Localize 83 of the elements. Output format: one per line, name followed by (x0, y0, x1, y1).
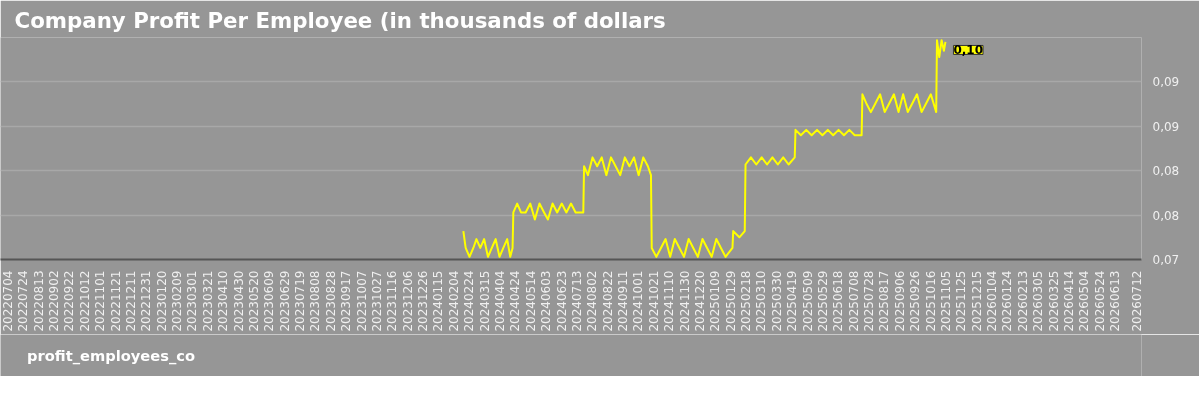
x-tick-label: 20230828 (323, 270, 338, 332)
x-tick-label: 20240514 (523, 270, 538, 332)
x-tick-label: 20240713 (569, 270, 584, 332)
x-tick-label: 20251215 (969, 270, 984, 332)
x-tick-label: 20260325 (1046, 270, 1061, 332)
x-tick-label: 20220922 (62, 270, 77, 332)
x-tick-label: 20220813 (31, 270, 46, 332)
x-tick-label: 20260104 (985, 270, 1000, 332)
x-tick-label: 20230321 (200, 270, 215, 332)
x-tick-label: 20241001 (631, 270, 646, 332)
x-tick-label: 20260712 (1130, 270, 1145, 332)
x-tick-label: 20240224 (462, 270, 477, 332)
x-tick-label: 20240911 (616, 270, 631, 332)
annotation: 0,10 (953, 43, 984, 58)
line-series (462, 39, 947, 258)
x-tick-label: 20231206 (400, 270, 415, 332)
x-tick-label: 20250708 (846, 270, 861, 332)
x-tick-label: 20221101 (93, 270, 108, 332)
x-tick-label: 20260414 (1061, 270, 1076, 332)
x-tick-label: 20231116 (385, 270, 400, 332)
x-tick-label: 20220902 (47, 270, 62, 332)
x-tick-label: 20230808 (308, 270, 323, 332)
x-tick-label: 20221121 (108, 270, 123, 332)
x-tick-label: 20241110 (662, 270, 677, 332)
x-tick-label: 20221211 (123, 270, 138, 332)
x-tick-label: 20250330 (769, 270, 784, 332)
x-tick-label: 20230629 (277, 270, 292, 332)
x-tick-label: 20250310 (754, 270, 769, 332)
x-tick-label: 20231007 (354, 270, 369, 332)
x-tick-label: 20240802 (585, 270, 600, 332)
x-tick-label: 20250618 (831, 270, 846, 332)
x-tick-label: 20230917 (339, 270, 354, 332)
x-tick-label: 20241130 (677, 270, 692, 332)
x-tick-label: 20230430 (231, 270, 246, 332)
x-tick-label: 20250109 (708, 270, 723, 332)
x-tick-label: 20250218 (739, 270, 754, 332)
x-tick-label: 20250509 (800, 270, 815, 332)
x-tick-label: 20240603 (539, 270, 554, 332)
x-tick-label: 20240115 (431, 270, 446, 332)
x-tick-label: 20250728 (862, 270, 877, 332)
x-tick-label: 20230520 (246, 270, 261, 332)
x-tick-label: 20250906 (892, 270, 907, 332)
chart-title: Company Profit Per Employee (in thousands of dollars (14, 7, 666, 33)
x-tick-label: 20250926 (908, 270, 923, 332)
x-tick-label: 20240424 (508, 270, 523, 332)
x-tick-label: 20260305 (1031, 270, 1046, 332)
x-tick-label: 20240315 (477, 270, 492, 332)
x-tick-label: 20251105 (938, 270, 953, 332)
x-tick-label: 20251016 (923, 270, 938, 332)
x-tick-label: 20240822 (600, 270, 615, 332)
x-tick-label: 20241021 (646, 270, 661, 332)
y-tick-label: 0,07 (1152, 253, 1180, 267)
x-tick-label: 20250419 (785, 270, 800, 332)
y-tick-label: 0,08 (1152, 208, 1180, 223)
x-tick-label: 20220704 (0, 270, 15, 332)
x-tick-label: 20241220 (692, 270, 707, 332)
x-tick-label: 20230120 (154, 270, 169, 332)
x-tick-label: 20251125 (954, 270, 969, 332)
text: profit_employees_co (27, 346, 196, 364)
x-tick-label: 20221012 (77, 270, 92, 332)
x-tick-label: 20231027 (369, 270, 384, 332)
x-tick-label: 20250817 (877, 270, 892, 332)
x-tick-label: 20260504 (1077, 270, 1092, 332)
y-tick-label: 0,09 (1152, 119, 1180, 134)
x-tick-label: 20260524 (1092, 270, 1107, 332)
x-tick-label: 20230301 (185, 270, 200, 332)
x-tick-label: 20230609 (262, 270, 277, 332)
x-tick-label: 20260613 (1108, 270, 1123, 332)
x-tick-label: 20260213 (1015, 270, 1030, 332)
x-tick-label: 20240204 (446, 270, 461, 332)
x-tick-label: 20231226 (416, 270, 431, 332)
x-tick-label: 20220724 (16, 270, 31, 332)
x-tick-label: 20230719 (293, 270, 308, 332)
y-tick-label: 0,09 (1152, 75, 1180, 90)
x-tick-label: 20250129 (723, 270, 738, 332)
x-tick-label: 20260124 (1000, 270, 1015, 332)
x-tick-label: 20230410 (216, 270, 231, 332)
x-tick-label: 20230209 (170, 270, 185, 332)
x-tick-label: 20221231 (139, 270, 154, 332)
x-tick-label: 20240404 (493, 270, 507, 332)
x-tick-label: 20250529 (815, 270, 830, 332)
y-tick-label: 0,08 (1152, 164, 1180, 179)
x-tick-label: 20240623 (554, 270, 569, 332)
